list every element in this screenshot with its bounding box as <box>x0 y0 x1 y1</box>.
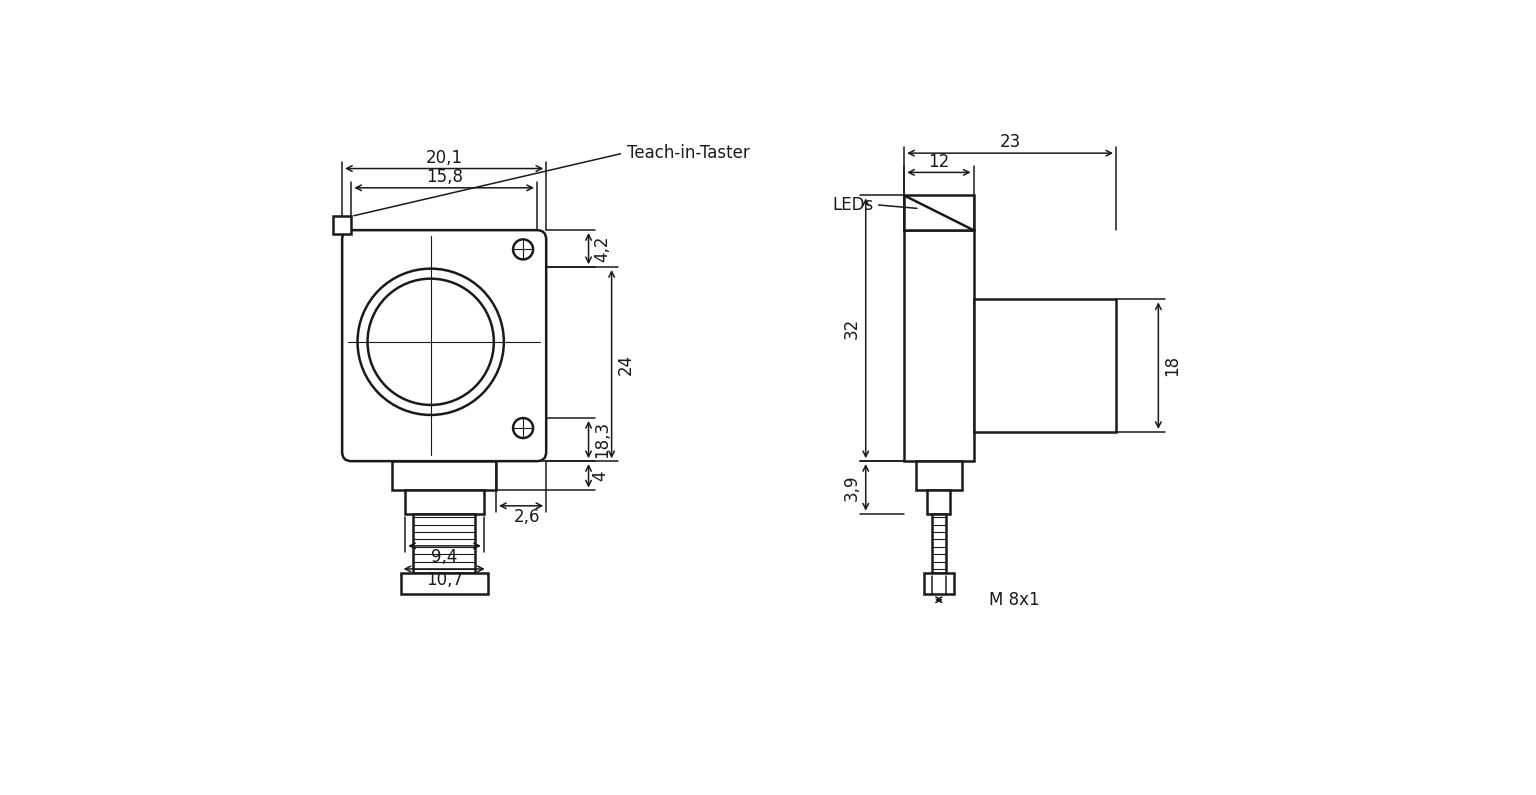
Text: 18: 18 <box>1163 355 1181 376</box>
Text: M 8x1: M 8x1 <box>989 591 1040 609</box>
Bar <box>905 196 974 230</box>
Bar <box>925 573 954 594</box>
Text: 20,1: 20,1 <box>425 149 462 167</box>
Bar <box>406 491 484 514</box>
Text: 23: 23 <box>1000 134 1021 151</box>
Bar <box>413 514 475 573</box>
Text: LEDs: LEDs <box>833 196 874 214</box>
Text: 24: 24 <box>616 354 634 374</box>
Bar <box>392 461 496 491</box>
Bar <box>932 514 946 573</box>
Text: 10,7: 10,7 <box>425 571 462 589</box>
Bar <box>928 491 951 514</box>
Bar <box>915 461 962 491</box>
Bar <box>905 230 974 461</box>
Text: 4,2: 4,2 <box>593 235 611 262</box>
Text: 3,9: 3,9 <box>843 474 860 501</box>
Bar <box>333 216 352 234</box>
Text: 12: 12 <box>928 153 949 171</box>
FancyBboxPatch shape <box>343 230 547 461</box>
Text: 18,3: 18,3 <box>593 421 611 458</box>
Text: 32: 32 <box>843 318 860 339</box>
Bar <box>401 573 487 594</box>
Text: 9,4: 9,4 <box>432 548 458 565</box>
Bar <box>974 300 1117 432</box>
Text: 4: 4 <box>591 471 610 481</box>
Text: 2,6: 2,6 <box>515 507 541 525</box>
Text: Teach-in-Taster: Teach-in-Taster <box>627 144 750 162</box>
Text: 15,8: 15,8 <box>425 168 462 186</box>
